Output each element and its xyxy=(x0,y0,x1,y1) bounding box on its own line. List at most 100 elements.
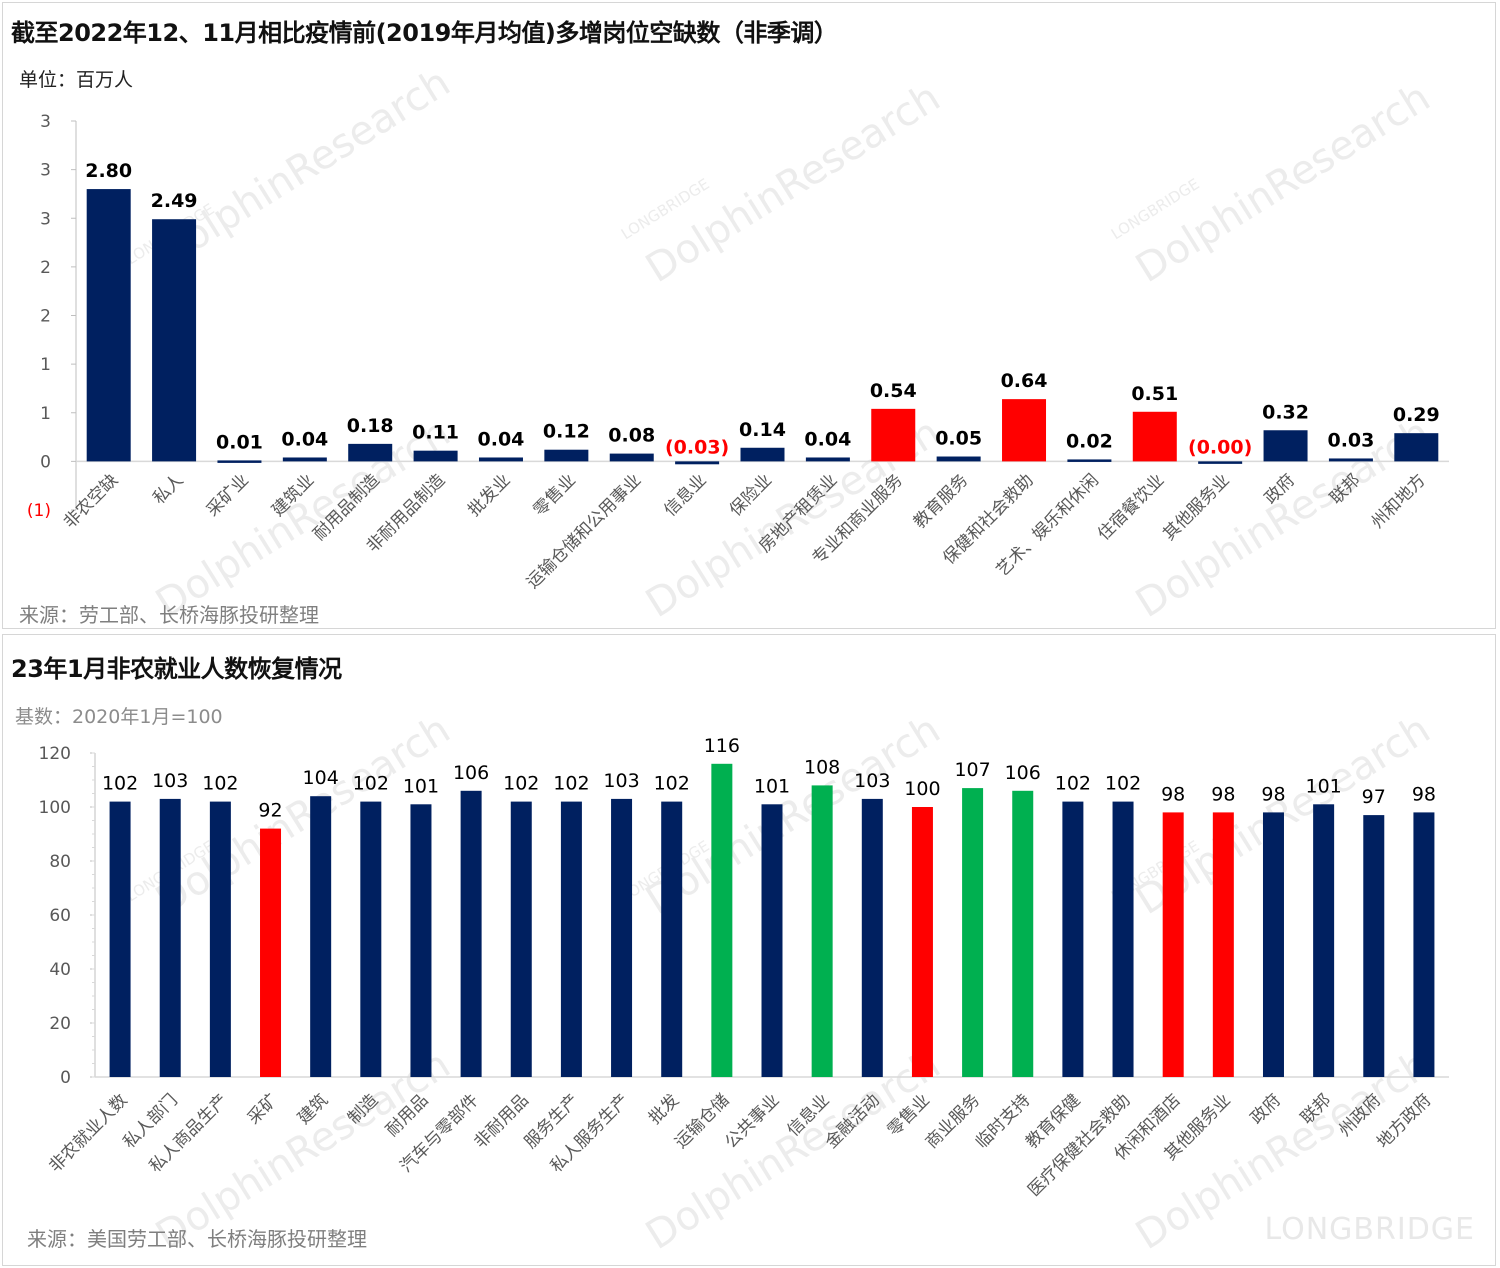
bar-14 xyxy=(761,804,783,1077)
chart-title: 截至2022年12、11月相比疫情前(2019年月均值)多增岗位空缺数（非季调） xyxy=(11,19,838,47)
chart-panel-job-openings: LONGBRIDGE DolphinResearch LONGBRIDGE Do… xyxy=(2,2,1496,629)
y-tick-label: 120 xyxy=(39,744,71,764)
data-label: 116 xyxy=(704,735,740,757)
bar-8 xyxy=(460,790,482,1077)
data-label: 0.05 xyxy=(935,428,982,450)
source-note: 来源：劳工部、长桥海豚投研整理 xyxy=(19,603,319,627)
data-label: 102 xyxy=(654,773,690,795)
bar-11 xyxy=(611,798,633,1077)
y-tick-label: 3 xyxy=(40,161,51,181)
data-label: 0.11 xyxy=(412,422,459,444)
data-label: 0.64 xyxy=(1001,370,1048,392)
chart-title: 23年1月非农就业人数恢复情况 xyxy=(11,655,342,683)
unit-label: 基数：2020年1月=100 xyxy=(15,706,223,728)
y-tick-label: 1 xyxy=(40,404,51,424)
data-label: 102 xyxy=(553,773,589,795)
category-label: 保险业 xyxy=(726,470,776,520)
data-label: 106 xyxy=(1005,762,1041,784)
bar-2 xyxy=(159,798,181,1077)
bar-7 xyxy=(410,804,432,1077)
data-label: 102 xyxy=(1055,773,1091,795)
category-label: 建筑业 xyxy=(268,470,318,520)
bar-12 xyxy=(805,457,850,462)
data-label: 108 xyxy=(804,756,840,778)
y-tick-label: 60 xyxy=(49,906,71,926)
bar-1 xyxy=(86,189,131,462)
data-label: 104 xyxy=(303,767,339,789)
bar-chart-payroll-recovery: 020406080100120102非农就业人数103私人部门102私人商品生产… xyxy=(39,735,1449,1201)
category-label: 地方政府 xyxy=(1373,1090,1435,1152)
data-label: (0.00) xyxy=(1188,436,1252,458)
bar-18 xyxy=(962,788,984,1077)
category-label: 商业服务 xyxy=(922,1090,984,1152)
data-label: 102 xyxy=(102,773,138,795)
category-label: 州和地方 xyxy=(1368,470,1430,532)
bar-21 xyxy=(1112,801,1134,1077)
bar-14 xyxy=(936,456,981,462)
source-note: 来源：美国劳工部、长桥海豚投研整理 xyxy=(27,1227,367,1251)
y-tick-label: 0 xyxy=(40,452,51,472)
bar-11 xyxy=(740,447,785,462)
bar-19 xyxy=(1012,790,1034,1077)
bar-9 xyxy=(510,801,532,1077)
bar-23 xyxy=(1212,812,1234,1077)
bar-26 xyxy=(1363,815,1385,1077)
category-label: 政府 xyxy=(1261,470,1299,508)
bar-27 xyxy=(1413,812,1435,1077)
data-label: 2.49 xyxy=(151,190,198,212)
data-label: 103 xyxy=(603,770,639,792)
data-label: 102 xyxy=(353,773,389,795)
bar-19 xyxy=(1263,430,1308,462)
category-label: 住宿餐饮业 xyxy=(1094,470,1168,544)
data-label: 107 xyxy=(954,759,990,781)
data-label: 0.04 xyxy=(478,428,525,450)
data-label: 98 xyxy=(1161,783,1185,805)
bar-6 xyxy=(360,801,382,1077)
bar-5 xyxy=(348,443,393,462)
bar-24 xyxy=(1262,812,1284,1077)
category-label: 联邦 xyxy=(1326,470,1364,508)
category-label: 教育服务 xyxy=(910,470,972,532)
bar-1 xyxy=(109,801,131,1077)
bar-15 xyxy=(811,785,833,1077)
category-label: 非农空缺 xyxy=(60,470,122,532)
bar-4 xyxy=(260,828,282,1077)
bar-12 xyxy=(661,801,683,1077)
category-label: 信息业 xyxy=(660,470,710,520)
bar-9 xyxy=(609,453,654,462)
data-label: 97 xyxy=(1362,786,1386,808)
y-tick-label: 100 xyxy=(39,798,71,818)
data-label: 102 xyxy=(1105,773,1141,795)
y-tick-label: 40 xyxy=(49,960,71,980)
bar-13 xyxy=(871,408,916,462)
bar-8 xyxy=(544,449,589,462)
data-label: 102 xyxy=(503,773,539,795)
bar-10 xyxy=(560,801,582,1077)
bar-4 xyxy=(282,457,327,462)
data-label: 0.14 xyxy=(739,419,786,441)
data-label: 100 xyxy=(904,778,940,800)
data-label: (0.03) xyxy=(665,436,729,458)
bar-13 xyxy=(711,763,733,1077)
bar-18 xyxy=(1198,461,1243,464)
category-label: 采矿业 xyxy=(203,470,253,520)
bar-20 xyxy=(1328,458,1373,462)
category-label: 采矿 xyxy=(244,1090,282,1128)
data-label: 92 xyxy=(258,800,282,822)
y-tick-label: 2 xyxy=(40,258,51,278)
category-label: 批发 xyxy=(645,1090,683,1128)
data-label: 0.32 xyxy=(1262,401,1309,423)
category-label: 建筑 xyxy=(294,1090,332,1128)
y-tick-label: 0 xyxy=(60,1068,71,1088)
data-label: 0.02 xyxy=(1066,430,1113,452)
bar-25 xyxy=(1313,804,1335,1077)
data-label: 98 xyxy=(1211,783,1235,805)
data-label: 102 xyxy=(202,773,238,795)
unit-label: 单位：百万人 xyxy=(19,69,134,91)
data-label: 106 xyxy=(453,762,489,784)
bar-17 xyxy=(911,807,933,1077)
bar-16 xyxy=(861,798,883,1077)
data-label: 103 xyxy=(854,770,890,792)
chart-panel-payroll-recovery: LONGBRIDGE DolphinResearch LONGBRIDGE Do… xyxy=(2,634,1496,1266)
bar-16 xyxy=(1067,459,1112,462)
